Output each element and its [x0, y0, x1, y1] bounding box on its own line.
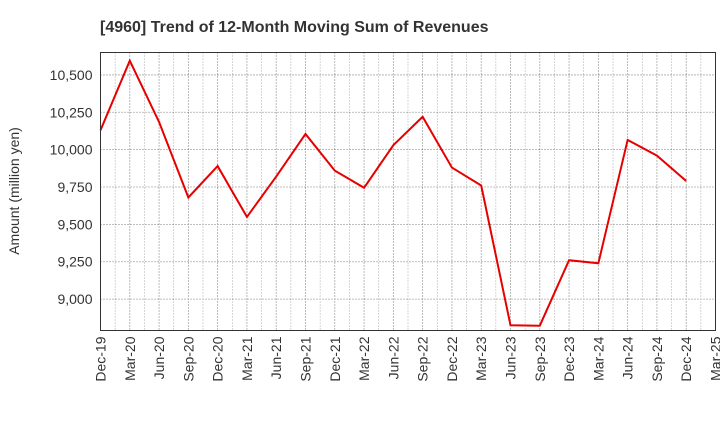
- x-tick-label: Mar-20: [122, 336, 138, 381]
- x-tick-label: Jun-23: [503, 336, 519, 379]
- x-tick-label: Mar-25: [708, 336, 720, 381]
- y-tick-label: 9,000: [57, 291, 92, 307]
- y-axis-label: Amount (million yen): [6, 127, 22, 255]
- y-tick-label: 9,750: [57, 179, 92, 195]
- x-axis-ticks: Dec-19 Mar-20 Jun-20 Sep-20 Dec-20 Mar-21 Jun-…: [93, 336, 720, 381]
- y-axis-ticks: 9,000 9,250 9,500 9,750 10,000 10,250 10,500: [50, 67, 93, 307]
- x-tick-label: Mar-24: [590, 336, 606, 381]
- x-tick-label: Jun-24: [620, 336, 636, 379]
- x-tick-label: Jun-21: [268, 336, 284, 379]
- x-tick-label: Mar-23: [473, 336, 489, 381]
- y-tick-label: 9,250: [57, 254, 92, 270]
- x-tick-label: Sep-23: [532, 336, 548, 381]
- x-tick-label: Jun-20: [151, 336, 167, 379]
- x-tick-label: Sep-21: [298, 336, 314, 381]
- x-tick-label: Mar-22: [356, 336, 372, 381]
- series-line: [99, 58, 687, 327]
- y-tick-label: 10,500: [50, 67, 93, 83]
- x-tick-label: Dec-19: [93, 336, 109, 381]
- x-tick-label: Dec-22: [444, 336, 460, 381]
- x-tick-label: Sep-22: [415, 336, 431, 381]
- y-tick-label: 10,000: [50, 142, 93, 158]
- x-tick-label: Jun-22: [385, 336, 401, 379]
- x-tick-label: Mar-21: [239, 336, 255, 381]
- x-tick-label: Dec-23: [561, 336, 577, 381]
- x-tick-label: Dec-20: [210, 336, 226, 381]
- y-tick-label: 9,500: [57, 216, 92, 232]
- x-tick-label: Sep-20: [180, 336, 196, 381]
- series-group: [99, 58, 687, 327]
- x-tick-label: Sep-24: [649, 336, 665, 381]
- x-tick-label: Dec-24: [678, 336, 694, 381]
- chart-title: [4960] Trend of 12-Month Moving Sum of R…: [100, 19, 489, 36]
- y-tick-label: 10,250: [50, 104, 93, 120]
- plot-frame: [100, 52, 716, 331]
- x-tick-label: Dec-21: [327, 336, 343, 381]
